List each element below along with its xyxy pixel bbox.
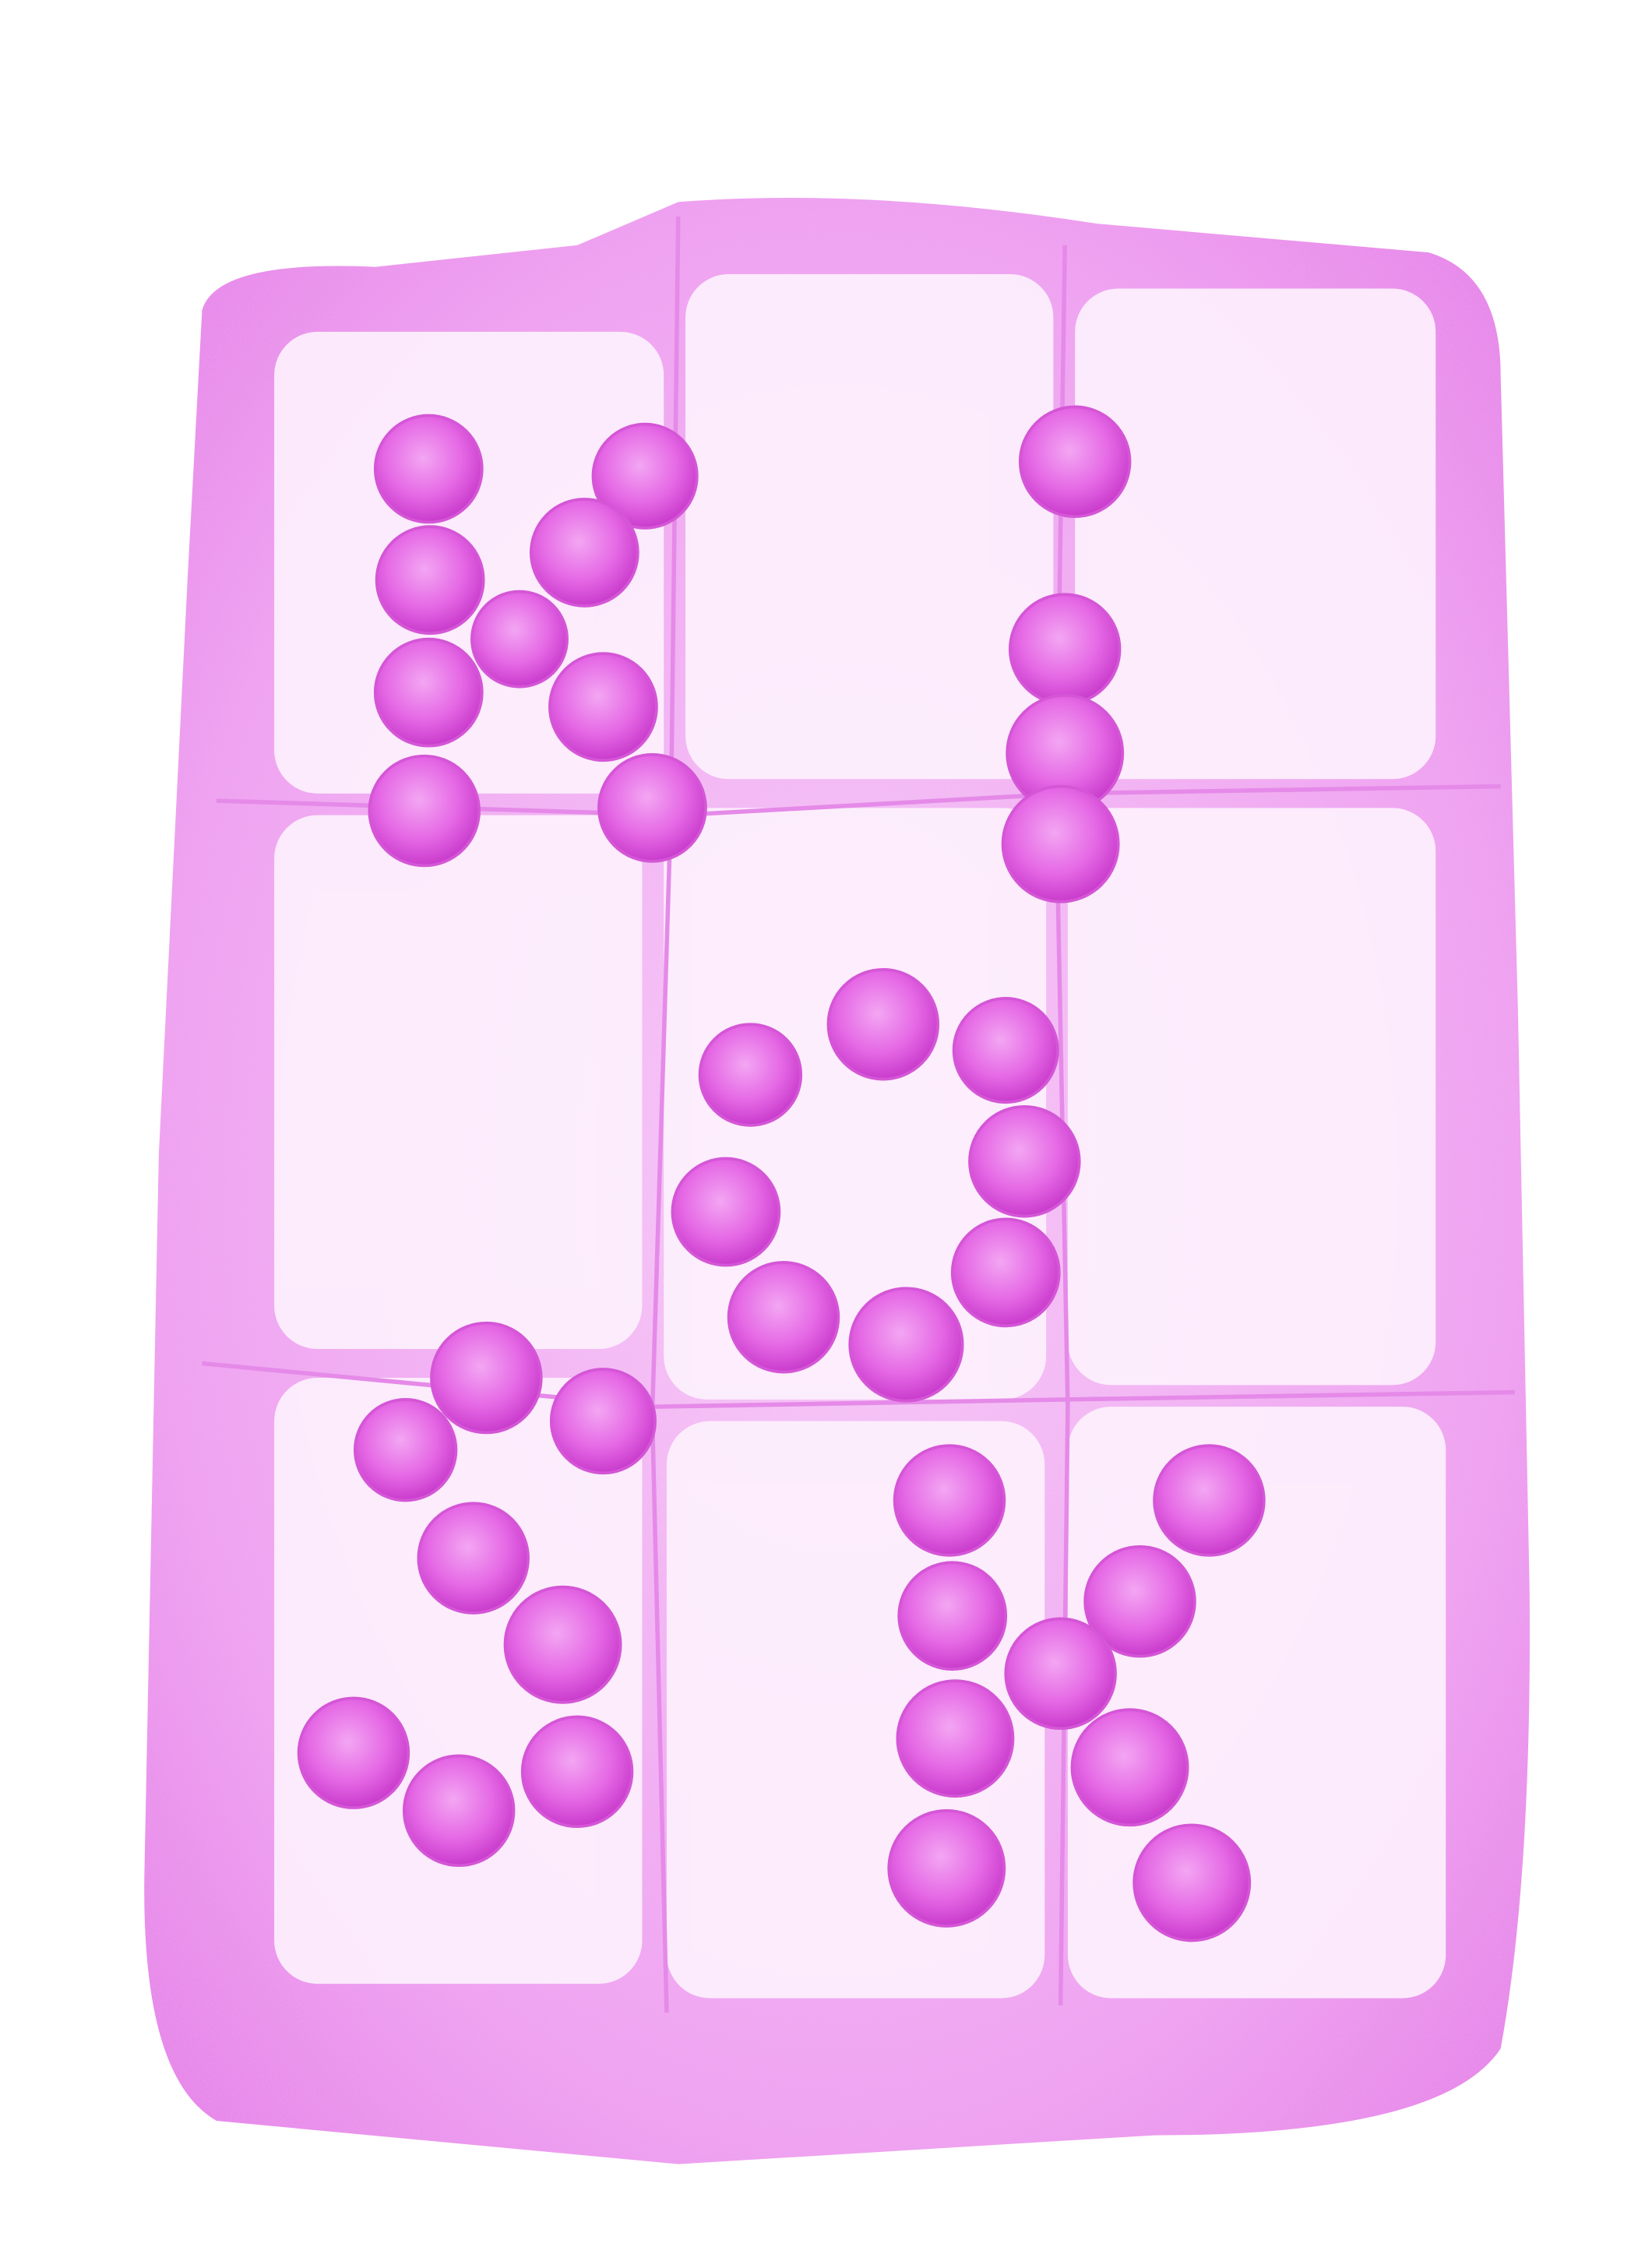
beads	[297, 405, 1266, 1942]
bead	[503, 1585, 622, 1704]
bead	[353, 1397, 458, 1502]
bead	[417, 1502, 530, 1615]
bead	[1004, 1617, 1117, 1731]
bead	[368, 754, 481, 868]
panel	[1067, 808, 1436, 1386]
cut-line	[202, 1361, 1516, 1409]
bead	[373, 637, 484, 748]
bead	[848, 1287, 964, 1403]
bead	[1153, 1444, 1266, 1557]
bead	[1008, 593, 1122, 706]
bead	[373, 414, 484, 524]
bead	[698, 1023, 803, 1127]
bead	[968, 1104, 1081, 1218]
bead	[896, 1679, 1015, 1798]
bead	[952, 997, 1059, 1104]
bead	[1070, 1708, 1189, 1827]
bead	[470, 590, 569, 688]
bead	[826, 967, 940, 1081]
bead	[950, 1217, 1061, 1328]
bead	[893, 1444, 1006, 1557]
bead	[1001, 784, 1120, 903]
bead	[520, 1715, 634, 1829]
panel	[274, 815, 643, 1350]
panel	[274, 1378, 643, 1984]
bead	[297, 1696, 410, 1809]
bead	[529, 498, 639, 608]
bead	[430, 1321, 543, 1435]
bead	[375, 525, 485, 636]
bead	[1083, 1544, 1196, 1658]
panels	[274, 273, 1446, 1999]
panel	[1075, 288, 1436, 780]
bead	[887, 1808, 1006, 1928]
bead	[897, 1561, 1008, 1671]
bead	[402, 1754, 516, 1868]
bead	[1018, 405, 1132, 519]
panel	[685, 273, 1054, 780]
bead	[727, 1261, 840, 1374]
bead	[597, 752, 707, 863]
bead	[1132, 1823, 1252, 1942]
bead	[549, 1368, 657, 1475]
bead	[591, 422, 699, 530]
bead	[548, 652, 658, 762]
bead	[671, 1157, 781, 1267]
